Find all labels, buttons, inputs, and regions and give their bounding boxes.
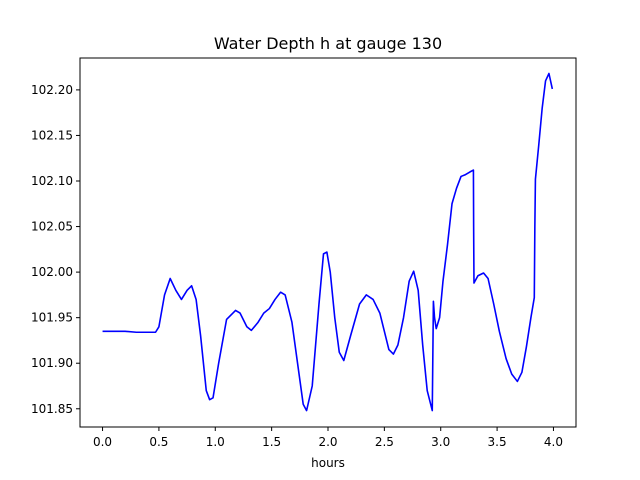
y-tick-label: 102.20 [31, 83, 73, 97]
y-tick-label: 102.15 [31, 128, 73, 142]
x-tick-label: 1.5 [262, 435, 281, 449]
y-axis: 101.85 101.90 101.95 102.00 102.05 102.10 102.… [31, 83, 80, 416]
x-tick-label: 3.0 [431, 435, 450, 449]
y-tick-label: 102.05 [31, 220, 73, 234]
x-tick-label: 1.0 [206, 435, 225, 449]
x-tick-label: 3.5 [488, 435, 507, 449]
y-tick-label: 101.90 [31, 356, 73, 370]
x-tick-label: 2.0 [318, 435, 337, 449]
x-axis-label: hours [311, 456, 345, 470]
chart-title: Water Depth h at gauge 130 [214, 34, 442, 53]
y-tick-label: 102.00 [31, 265, 73, 279]
x-tick-label: 2.5 [375, 435, 394, 449]
x-axis: 0.0 0.5 1.0 1.5 2.0 2.5 3.0 3.5 4.0 [93, 427, 563, 449]
y-tick-label: 101.95 [31, 311, 73, 325]
series-line-0 [102, 72, 554, 412]
plot-area [102, 72, 554, 412]
x-tick-label: 0.5 [149, 435, 168, 449]
y-tick-label: 101.85 [31, 402, 73, 416]
y-tick-label: 102.10 [31, 174, 73, 188]
x-tick-label: 4.0 [544, 435, 563, 449]
x-tick-label: 0.0 [93, 435, 112, 449]
